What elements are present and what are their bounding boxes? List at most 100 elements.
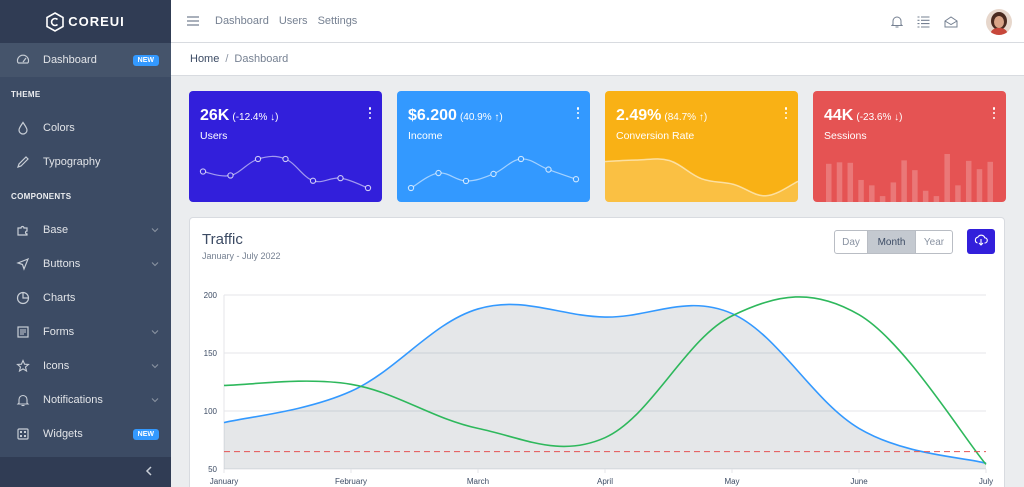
bell-icon [16,393,30,407]
sparkline-point [227,172,234,179]
sidebar-item-label: Base [43,224,69,236]
bar [944,154,950,202]
x-tick-label: May [724,477,739,486]
breadcrumb: Home / Dashboard [171,43,1024,76]
envelope-icon[interactable] [944,15,958,28]
x-tick-label: June [850,477,868,486]
sidebar-item-label: Typography [43,156,101,168]
period-year-button[interactable]: Year [923,236,945,248]
sidebar-item-typography[interactable]: Typography [0,145,171,179]
bar [836,162,843,202]
sidebar-item-buttons[interactable]: Buttons [0,247,171,281]
sidebar-item-label: Buttons [43,258,81,270]
traffic-card: 50 100 150 200 January February March April May J… [189,217,1005,487]
more-options-icon[interactable] [366,106,374,120]
bar [847,162,854,202]
y-tick-label: 50 [208,465,217,474]
cursor-icon [16,257,30,271]
list-icon[interactable] [917,15,930,28]
chevron-down-icon [151,328,159,336]
chevron-down-icon [151,362,159,370]
sidebar-item-notifications[interactable]: Notifications [0,383,171,417]
area-fill [605,158,798,202]
widget-label: Conversion Rate [616,130,695,142]
sparkline-point [282,155,289,163]
widget-label: Users [200,130,228,142]
area-line [605,158,798,197]
more-options-icon[interactable] [574,106,582,120]
widget-change: (-23.6% ↓) [856,112,903,123]
period-month-button[interactable]: Month [868,231,916,253]
chevron-down-icon [151,260,159,268]
header-link-dashboard[interactable]: Dashboard [215,15,269,27]
sparkline-point [517,155,525,163]
sidebar-minimize-button[interactable] [0,457,171,487]
sparkline-point [199,168,207,175]
widget-sessions: 44K (-23.6% ↓) Sessions [813,91,1006,202]
x-tick-label: January [210,477,238,486]
more-options-icon[interactable] [782,106,790,120]
sparkline-point [462,177,470,185]
sparkline-point [254,155,262,163]
bar [955,185,961,202]
period-day-button[interactable]: Day [835,231,868,253]
y-tick-label: 150 [204,349,218,358]
sidebar-item-base[interactable]: Base [0,213,171,247]
widget-conversion-rate: 2.49% (84.7% ↑) Conversion Rate [605,91,798,202]
bar [890,182,897,202]
avatar[interactable] [986,8,1012,35]
new-badge: NEW [132,428,159,440]
bar [965,160,972,202]
brand[interactable]: COREUI [0,0,171,43]
header-actions [891,0,1012,43]
y-tick-label: 200 [204,291,218,300]
hamburger-icon[interactable] [187,16,201,26]
sparkline-point [337,174,344,182]
widget-value: $6.200 (40.9% ↑) [408,107,503,124]
sparkline-point [545,166,552,173]
sidebar-item-icons[interactable]: Icons [0,349,171,383]
widget-sparkline [199,155,372,192]
breadcrumb-home-link[interactable]: Home [190,53,220,65]
nav-title-theme: THEME [11,89,41,99]
header-link-users[interactable]: Users [278,15,308,27]
download-button[interactable] [967,229,995,254]
breadcrumb-current: Dashboard [234,53,289,65]
bar [987,161,993,202]
sparkline-point [435,169,442,177]
header-link-settings[interactable]: Settings [317,15,358,27]
sidebar-item-label: Charts [43,292,76,304]
sidebar-item-forms[interactable]: Forms [0,315,171,349]
widget-sparkline [407,155,580,192]
chevron-left-icon [145,463,153,481]
sidebar-item-colors[interactable]: Colors [0,111,171,145]
bell-icon[interactable] [891,15,903,28]
widget-label: Income [408,130,443,142]
sparkline-point [309,177,317,184]
bar [922,190,929,202]
puzzle-icon [16,223,30,237]
new-badge: NEW [132,54,159,66]
x-tick-label: March [467,477,489,486]
sidebar-item-label: Icons [43,360,70,372]
sidebar-item-label: Dashboard [43,54,97,66]
sidebar-item-widgets[interactable]: Widgets NEW [0,417,171,451]
sidebar-item-label: Forms [43,326,75,338]
widget-change: (84.7% ↑) [664,112,708,123]
sidebar-item-charts[interactable]: Charts [0,281,171,315]
sidebar-item-label: Notifications [43,394,103,406]
bar [933,196,940,202]
y-tick-label: 100 [204,407,218,416]
series-line-1 [223,296,987,465]
cloud-download-icon [974,233,988,251]
bar [869,185,875,202]
breadcrumb-separator: / [225,53,229,65]
x-tick-label: July [979,477,993,486]
sidebar-item-dashboard[interactable]: Dashboard NEW [0,43,171,77]
chart-pie-icon [16,291,30,305]
traffic-chart: 50 100 150 200 January February March April May J… [204,291,993,486]
pencil-icon [16,155,30,169]
calculator-icon [16,427,30,441]
more-options-icon[interactable] [990,106,998,120]
bar [879,196,886,202]
